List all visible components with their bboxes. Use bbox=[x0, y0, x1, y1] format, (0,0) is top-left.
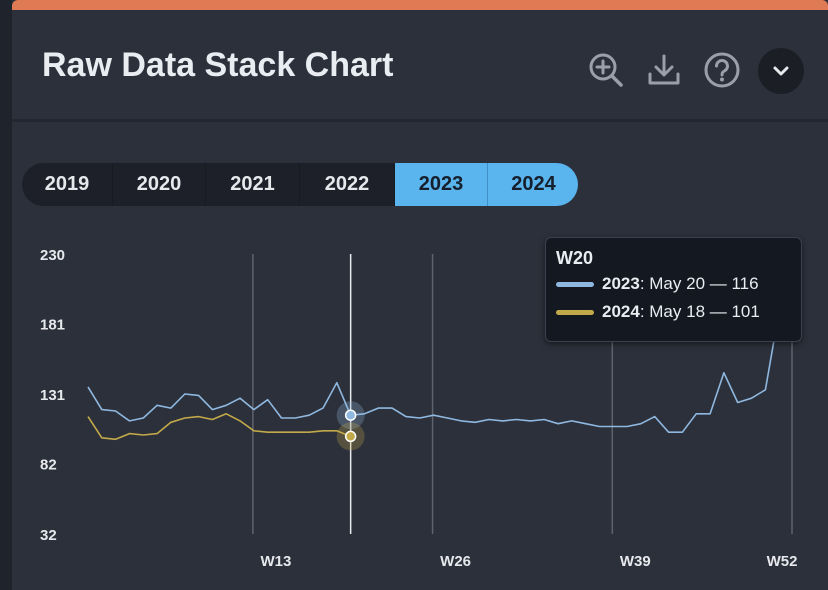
tooltip-row-2023: 2023: May 20 — 116 bbox=[556, 274, 759, 294]
x-tick-label: W52 bbox=[767, 553, 798, 570]
y-tick-label: 230 bbox=[40, 247, 65, 264]
collapse-button[interactable] bbox=[758, 48, 804, 94]
legend-swatch-2023 bbox=[556, 282, 594, 288]
page-title: Raw Data Stack Chart bbox=[42, 46, 394, 84]
year-button-2024[interactable]: 2024 bbox=[488, 163, 578, 206]
tooltip-title: W20 bbox=[556, 248, 594, 268]
help-icon bbox=[704, 52, 740, 88]
y-tick-label: 181 bbox=[40, 316, 65, 333]
zoom-in-icon bbox=[589, 53, 623, 87]
year-button-2019[interactable]: 2019 bbox=[22, 163, 113, 206]
x-tick-label: W26 bbox=[440, 553, 471, 570]
zoom-in-button[interactable] bbox=[584, 48, 628, 92]
year-button-2021[interactable]: 2021 bbox=[206, 163, 300, 206]
download-icon bbox=[648, 54, 680, 85]
header-divider bbox=[12, 119, 828, 122]
download-button[interactable] bbox=[642, 48, 686, 92]
y-tick-label: 82 bbox=[40, 456, 57, 473]
tooltip-year: 2023 bbox=[602, 274, 640, 293]
x-tick-label: W13 bbox=[260, 553, 291, 570]
year-button-2020[interactable]: 2020 bbox=[113, 163, 206, 206]
chart-tooltip: W20 2023: May 20 — 116 2024: May 18 — 10… bbox=[545, 237, 802, 342]
tooltip-value: : May 20 — 116 bbox=[639, 274, 759, 293]
series-line-2023 bbox=[87, 251, 794, 433]
x-tick-label: W39 bbox=[620, 553, 651, 570]
year-button-2023[interactable]: 2023 bbox=[395, 163, 488, 206]
hover-point-2024 bbox=[344, 430, 357, 443]
help-button[interactable] bbox=[700, 48, 744, 92]
accent-bar bbox=[12, 0, 828, 10]
tooltip-year: 2024 bbox=[602, 302, 640, 321]
year-button-2022[interactable]: 2022 bbox=[300, 163, 395, 206]
y-tick-label: 32 bbox=[40, 527, 57, 544]
y-tick-label: 131 bbox=[40, 387, 65, 404]
chevron-down-icon bbox=[773, 66, 789, 76]
year-selector: 2019 2020 2021 2022 2023 2024 bbox=[22, 163, 578, 206]
tooltip-row-2024: 2024: May 18 — 101 bbox=[556, 302, 760, 322]
series-line-2024 bbox=[87, 413, 351, 441]
legend-swatch-2024 bbox=[556, 310, 594, 316]
tooltip-value: : May 18 — 101 bbox=[639, 302, 760, 321]
hover-point-2023 bbox=[344, 409, 357, 421]
side-strip bbox=[0, 0, 12, 590]
